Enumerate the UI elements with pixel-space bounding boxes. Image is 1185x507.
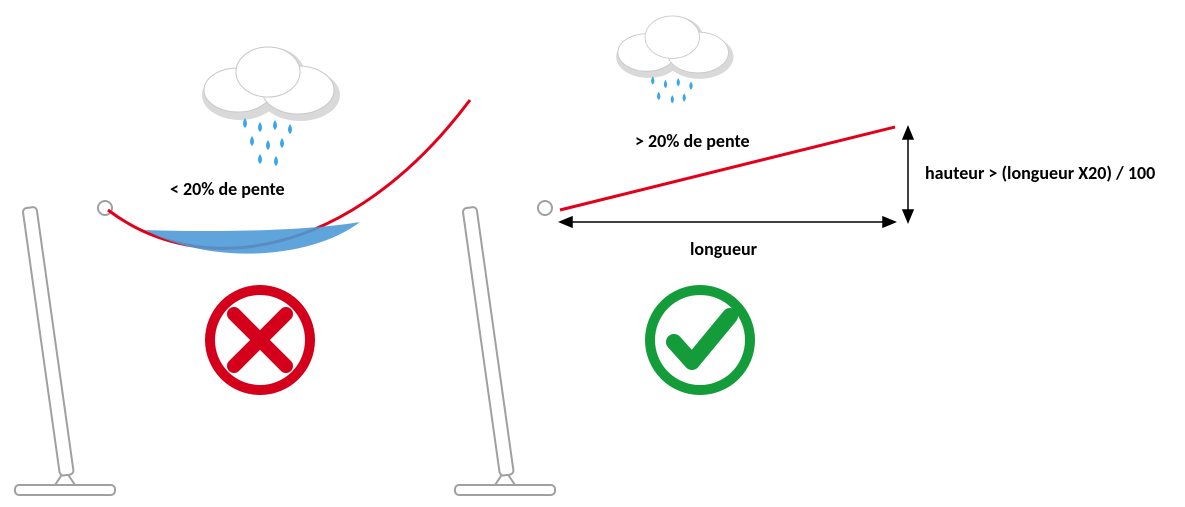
- height-formula-label: hauteur > (longueur X20) / 100: [925, 162, 1155, 184]
- diagram-svg: [0, 0, 1185, 507]
- length-dimension: [560, 217, 895, 227]
- left-slope-label: < 20% de pente: [170, 178, 285, 200]
- pole-right: [455, 201, 555, 495]
- awning-curve-left: [108, 100, 470, 248]
- diagram-canvas: < 20% de pente > 20% de pente longueur h…: [0, 0, 1185, 507]
- pole-left: [15, 201, 115, 495]
- incorrect-icon: [210, 290, 310, 390]
- rain-cloud-right: [616, 16, 733, 104]
- correct-icon: [650, 290, 750, 390]
- pooled-water: [145, 222, 360, 254]
- height-dimension: [903, 127, 913, 222]
- length-label: longueur: [690, 238, 757, 260]
- right-slope-label: > 20% de pente: [635, 130, 750, 152]
- rain-cloud-left: [202, 47, 340, 166]
